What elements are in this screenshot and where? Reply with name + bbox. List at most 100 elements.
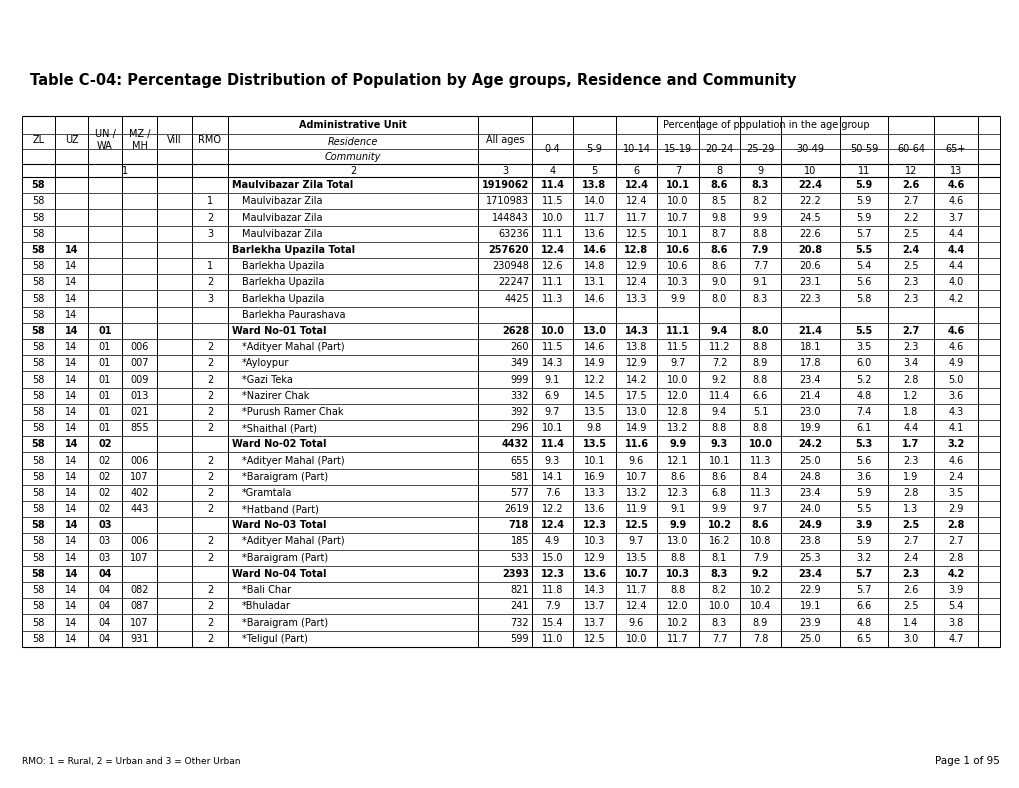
Text: Barlekha Upazila: Barlekha Upazila [242, 261, 324, 271]
Text: 9.7: 9.7 [628, 537, 644, 547]
Text: 23.4: 23.4 [798, 569, 821, 579]
Text: 24.2: 24.2 [798, 439, 821, 449]
Text: 58: 58 [33, 391, 45, 401]
Text: 7.7: 7.7 [752, 261, 767, 271]
Text: 01: 01 [98, 326, 112, 336]
Text: 8.8: 8.8 [752, 342, 767, 352]
Text: 12.3: 12.3 [582, 520, 606, 530]
Text: 11.4: 11.4 [540, 180, 564, 190]
Text: 14.8: 14.8 [583, 261, 604, 271]
Text: 14: 14 [64, 520, 78, 530]
Text: 2.4: 2.4 [948, 472, 963, 481]
Text: 01: 01 [99, 407, 111, 417]
Text: 2.4: 2.4 [902, 245, 919, 255]
Text: 2.3: 2.3 [903, 293, 918, 303]
Text: 260: 260 [510, 342, 529, 352]
Text: 8.6: 8.6 [710, 245, 728, 255]
Text: 9.9: 9.9 [711, 504, 727, 514]
Text: 2: 2 [207, 359, 213, 368]
Text: 6.9: 6.9 [544, 391, 559, 401]
Text: 5.5: 5.5 [855, 326, 872, 336]
Text: 14: 14 [65, 423, 77, 433]
Text: 10.7: 10.7 [624, 569, 648, 579]
Text: 6.0: 6.0 [856, 359, 871, 368]
Text: 04: 04 [99, 601, 111, 611]
Text: 14: 14 [65, 552, 77, 563]
Text: 13.2: 13.2 [625, 488, 647, 498]
Text: 10.7: 10.7 [625, 472, 647, 481]
Text: Table C-04: Percentage Distribution of Population by Age groups, Residence and C: Table C-04: Percentage Distribution of P… [30, 73, 796, 88]
Text: 3.4: 3.4 [903, 359, 918, 368]
Text: 13.7: 13.7 [583, 601, 604, 611]
Text: 4.4: 4.4 [948, 261, 963, 271]
Text: 14: 14 [65, 342, 77, 352]
Text: 4.4: 4.4 [947, 245, 964, 255]
Text: 10.3: 10.3 [583, 537, 604, 547]
Text: 230948: 230948 [491, 261, 529, 271]
Text: 14.6: 14.6 [582, 245, 606, 255]
Text: 15.0: 15.0 [541, 552, 562, 563]
Text: 7.9: 7.9 [751, 245, 768, 255]
Text: 11.3: 11.3 [749, 455, 770, 466]
Text: 14: 14 [65, 391, 77, 401]
Text: 12.2: 12.2 [541, 504, 562, 514]
Text: 24.8: 24.8 [799, 472, 820, 481]
Text: 12.8: 12.8 [624, 245, 648, 255]
Text: *Teligul (Part): *Teligul (Part) [242, 634, 308, 644]
Text: 01: 01 [99, 374, 111, 385]
Text: 14.6: 14.6 [583, 293, 604, 303]
Text: 13: 13 [949, 165, 961, 176]
Text: 58: 58 [33, 472, 45, 481]
Text: 4.7: 4.7 [948, 634, 963, 644]
Text: Page 1 of 95: Page 1 of 95 [934, 756, 999, 766]
Text: 021: 021 [130, 407, 149, 417]
Text: 01: 01 [99, 359, 111, 368]
Text: 12.3: 12.3 [540, 569, 564, 579]
Text: 257620: 257620 [488, 245, 529, 255]
Text: *Baraigram (Part): *Baraigram (Part) [242, 618, 328, 627]
Text: 2.6: 2.6 [902, 180, 919, 190]
Text: 65+: 65+ [945, 144, 965, 154]
Text: 12.4: 12.4 [625, 277, 647, 288]
Text: 009: 009 [130, 374, 149, 385]
Text: 01: 01 [99, 423, 111, 433]
Text: *Shaithal (Part): *Shaithal (Part) [242, 423, 317, 433]
Text: 04: 04 [99, 634, 111, 644]
Text: 013: 013 [130, 391, 149, 401]
Text: 2: 2 [207, 277, 213, 288]
Text: 60-64: 60-64 [896, 144, 924, 154]
Text: 2: 2 [207, 374, 213, 385]
Text: 9.9: 9.9 [669, 293, 685, 303]
Text: 10.3: 10.3 [665, 569, 689, 579]
Text: 58: 58 [33, 196, 45, 206]
Text: 3.6: 3.6 [948, 391, 963, 401]
Text: 6.5: 6.5 [856, 634, 871, 644]
Text: 12.8: 12.8 [666, 407, 688, 417]
Text: 58: 58 [33, 359, 45, 368]
Text: 11.1: 11.1 [541, 229, 562, 239]
Text: 8.6: 8.6 [669, 472, 685, 481]
Text: 13.6: 13.6 [583, 504, 604, 514]
Text: 7.2: 7.2 [711, 359, 727, 368]
Text: 8.6: 8.6 [751, 520, 768, 530]
Text: 15.4: 15.4 [541, 618, 562, 627]
Text: 2: 2 [207, 488, 213, 498]
Text: 5.6: 5.6 [856, 277, 871, 288]
Text: 14.9: 14.9 [583, 359, 604, 368]
Text: *Adityer Mahal (Part): *Adityer Mahal (Part) [242, 342, 344, 352]
Text: 718: 718 [508, 520, 529, 530]
Text: 2: 2 [207, 618, 213, 627]
Text: 14: 14 [65, 407, 77, 417]
Text: 12.3: 12.3 [666, 488, 688, 498]
Text: 12.9: 12.9 [583, 552, 604, 563]
Text: 241: 241 [510, 601, 529, 611]
Text: 4425: 4425 [503, 293, 529, 303]
Text: 4.9: 4.9 [544, 537, 559, 547]
Text: 9.3: 9.3 [710, 439, 728, 449]
Text: 11.7: 11.7 [666, 634, 688, 644]
Text: 6.8: 6.8 [711, 488, 727, 498]
Text: 58: 58 [33, 455, 45, 466]
Text: 50-59: 50-59 [849, 144, 877, 154]
Text: 8.8: 8.8 [752, 229, 767, 239]
Text: 10.2: 10.2 [666, 618, 688, 627]
